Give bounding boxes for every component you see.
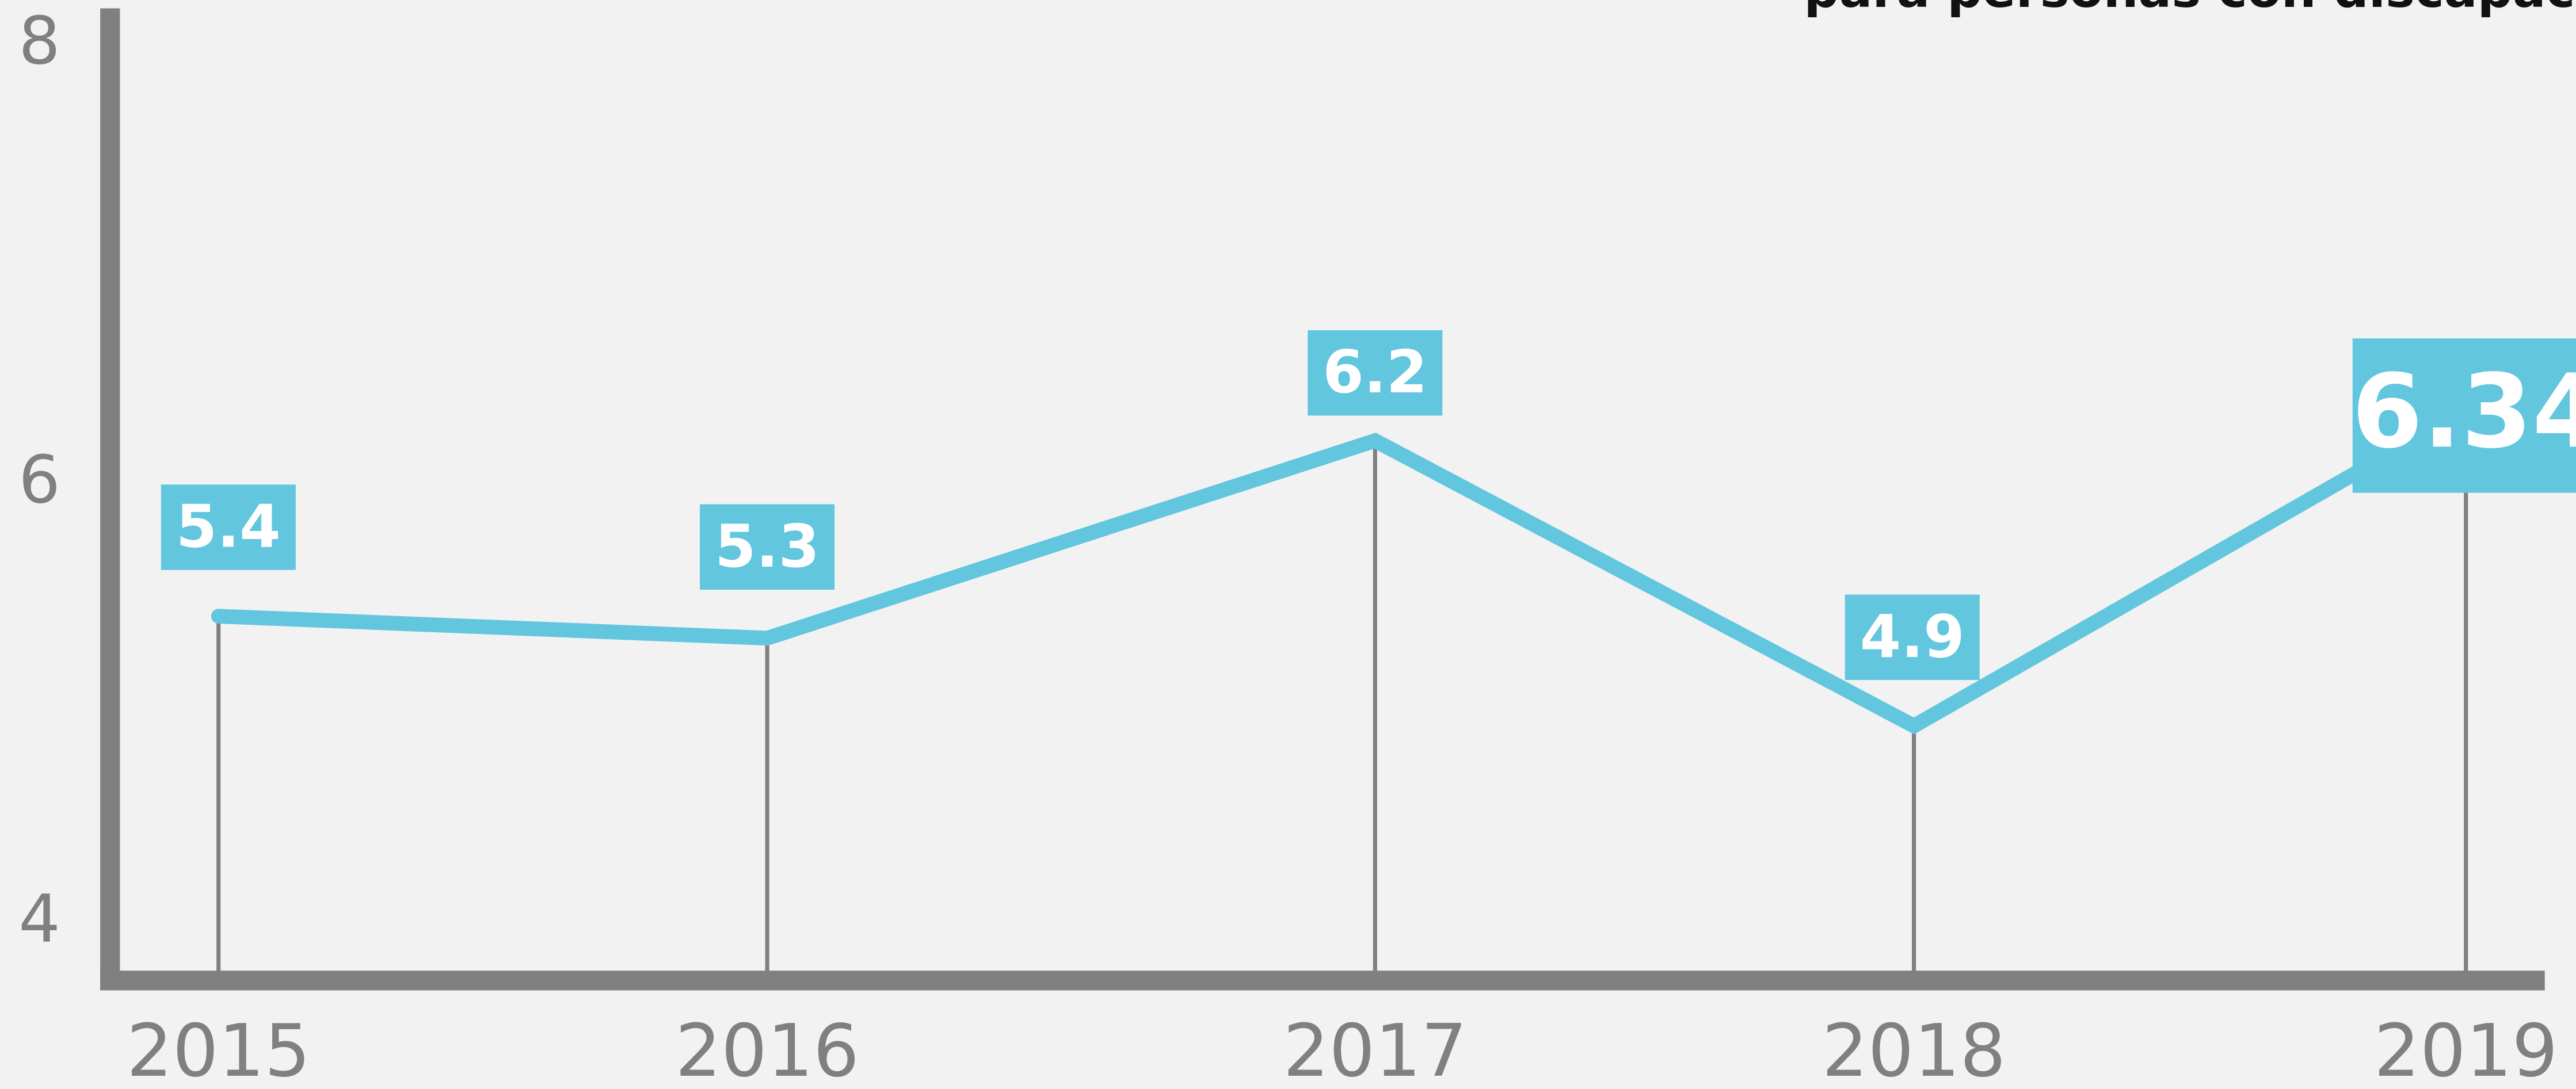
- series-line: [211, 402, 2474, 735]
- value-label: 5.4: [176, 493, 281, 561]
- value-label: 4.9: [1860, 603, 1965, 671]
- x-tick-label: 2018: [1822, 1008, 2006, 1089]
- value-label-box: [161, 484, 296, 570]
- y-axis: [100, 8, 120, 991]
- value-label-box: [2352, 338, 2576, 493]
- y-tick-label: 4: [18, 880, 60, 957]
- y-tick-label: 6: [18, 442, 60, 518]
- value-label-box: [1845, 594, 1980, 681]
- chart-title: para personas con discapacida: [1804, 0, 2576, 19]
- x-tick-label: 2019: [2374, 1008, 2558, 1089]
- value-label: 5.3: [715, 513, 820, 581]
- x-tick-label: 2015: [127, 1008, 311, 1089]
- value-label-box: [1308, 330, 1443, 416]
- value-label: 6.2: [1323, 338, 1427, 407]
- x-tick-label: 2017: [1283, 1008, 1467, 1089]
- x-tick-label: 2016: [675, 1008, 859, 1089]
- x-axis: [100, 970, 2545, 991]
- y-tick-label: 8: [18, 3, 60, 79]
- value-label: 6.34: [2352, 352, 2576, 471]
- value-label-box: [700, 504, 835, 590]
